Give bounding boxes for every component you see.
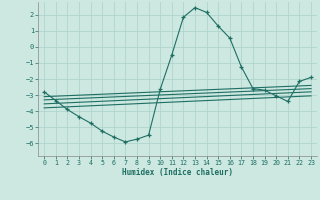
X-axis label: Humidex (Indice chaleur): Humidex (Indice chaleur) — [122, 168, 233, 177]
